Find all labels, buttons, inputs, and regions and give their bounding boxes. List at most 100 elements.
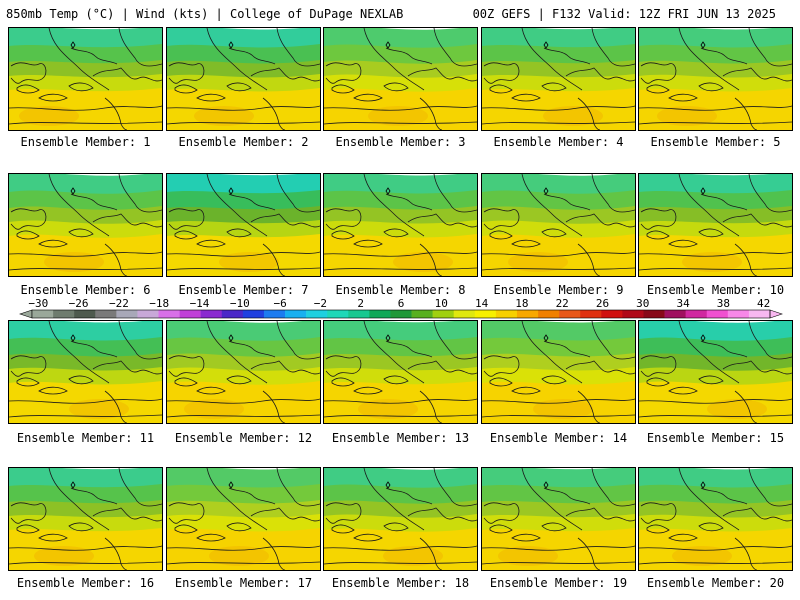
boundary-line — [482, 121, 635, 125]
boundary-line — [174, 84, 198, 94]
colorbar-segment — [538, 310, 560, 318]
colorbar-segment — [74, 310, 96, 318]
boundary-line — [489, 377, 513, 387]
boundary-line — [678, 468, 740, 531]
station-marker-icon — [70, 187, 76, 195]
colorbar-tick-label: −14 — [190, 297, 210, 310]
boundary-line — [48, 468, 110, 531]
warm-pocket — [657, 106, 717, 126]
boundary-line — [38, 239, 68, 248]
temperature-band — [324, 234, 477, 276]
boundary-line — [543, 340, 591, 358]
boundary-line — [48, 28, 110, 91]
colorbar-segment — [601, 310, 623, 318]
boundary-line — [10, 208, 47, 230]
boundary-line — [331, 377, 355, 387]
boundary-line — [482, 267, 635, 271]
boundary-line — [324, 414, 477, 418]
ensemble-member-label: Ensemble Member: 3 — [335, 135, 466, 149]
boundary-line — [433, 468, 477, 507]
boundary-line — [262, 243, 286, 276]
boundary-line — [118, 28, 162, 67]
colorbar-segment — [748, 310, 771, 318]
map-panel-member-4 — [481, 27, 636, 131]
boundary-line — [353, 239, 383, 248]
boundary-line — [38, 533, 68, 542]
boundary-line — [325, 502, 362, 524]
boundary-line — [226, 82, 252, 92]
boundary-line — [640, 355, 677, 377]
boundary-line — [521, 468, 583, 531]
boundary-line — [639, 561, 792, 565]
boundary-line — [577, 390, 601, 423]
boundary-line — [92, 213, 162, 228]
boundary-line — [722, 67, 792, 82]
boundary-line — [639, 414, 792, 418]
boundary-line — [541, 82, 567, 92]
boundary-line — [543, 487, 591, 505]
boundary-line — [168, 62, 205, 84]
boundary-line — [698, 82, 724, 92]
boundary-line — [483, 208, 520, 230]
colorbar-segment — [32, 310, 54, 318]
station-marker-icon — [543, 481, 549, 489]
boundary-line — [543, 193, 591, 211]
boundary-line — [118, 321, 162, 360]
boundary-line — [722, 360, 792, 375]
boundary-line — [331, 84, 355, 94]
map-title: 850mb Temp (°C) | Wind (kts) | College o… — [6, 7, 404, 21]
colorbar-tick-label: −10 — [230, 297, 250, 310]
station-marker-icon — [385, 187, 391, 195]
warm-pocket — [34, 546, 94, 566]
boundary-line — [68, 228, 94, 238]
boundary-line — [383, 522, 409, 532]
station-marker-icon — [228, 187, 234, 195]
temperature-colorbar: −30 −26 −22 −18 −14 −10 −6 −2 2 6 10 14 18 22 26 30 34 38… — [19, 297, 783, 319]
boundary-line — [722, 507, 792, 522]
boundary-line — [700, 47, 748, 65]
boundary-line — [419, 390, 443, 423]
colorbar-tick-label: 30 — [636, 297, 649, 310]
boundary-line — [489, 230, 513, 240]
boundary-line — [700, 487, 748, 505]
boundary-line — [353, 386, 383, 395]
boundary-line — [92, 67, 162, 82]
boundary-line — [511, 386, 541, 395]
boundary-line — [640, 62, 677, 84]
boundary-line — [565, 507, 635, 522]
boundary-line — [385, 193, 433, 211]
colorbar-segment — [369, 310, 391, 318]
colorbar-segment — [348, 310, 370, 318]
boundary-line — [591, 28, 635, 67]
colorbar-tick-label: −22 — [109, 297, 129, 310]
boundary-line — [383, 375, 409, 385]
colorbar-tick-label: 34 — [676, 297, 690, 310]
ensemble-member-label: Ensemble Member: 8 — [335, 283, 466, 297]
boundary-line — [668, 533, 698, 542]
map-panel-member-5 — [638, 27, 793, 131]
ensemble-member-label: Ensemble Member: 6 — [20, 283, 151, 297]
boundary-line — [639, 398, 792, 404]
boundary-line — [228, 487, 276, 505]
colorbar-high-arrow — [769, 309, 783, 319]
boundary-line — [668, 93, 698, 102]
warm-pocket — [682, 252, 742, 272]
colorbar-tick-label: 2 — [357, 297, 364, 310]
map-panel-member-20 — [638, 467, 793, 571]
boundary-line — [325, 62, 362, 84]
boundary-line — [483, 355, 520, 377]
temperature-band — [639, 381, 792, 423]
boundary-line — [118, 468, 162, 507]
boundary-line — [639, 251, 792, 257]
boundary-line — [167, 121, 320, 125]
boundary-line — [407, 360, 477, 375]
boundary-line — [511, 533, 541, 542]
station-marker-icon — [385, 481, 391, 489]
map-panel-member-19 — [481, 467, 636, 571]
boundary-line — [262, 390, 286, 423]
colorbar-tick-label: 38 — [717, 297, 730, 310]
boundary-line — [700, 193, 748, 211]
colorbar-outline — [31, 309, 771, 319]
boundary-line — [353, 93, 383, 102]
station-marker-icon — [385, 334, 391, 342]
